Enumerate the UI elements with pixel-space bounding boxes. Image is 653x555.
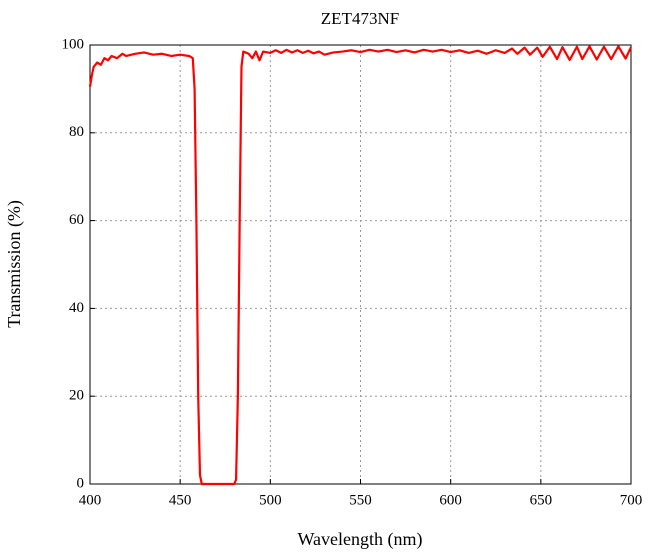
- x-tick-label: 550: [349, 492, 372, 508]
- plot-frame: [89, 44, 632, 485]
- x-tick-label: 400: [79, 492, 102, 508]
- x-tick-label: 450: [169, 492, 192, 508]
- x-tick-label: 700: [620, 492, 643, 508]
- y-tick-label: 20: [69, 388, 84, 404]
- y-tick-label: 100: [62, 36, 85, 52]
- x-axis-label: Wavelength (nm): [297, 529, 422, 550]
- y-tick-label: 40: [69, 300, 84, 316]
- y-axis-label: Transmission (%): [4, 200, 25, 328]
- y-tick-label: 80: [69, 124, 84, 140]
- x-tick-label: 500: [259, 492, 282, 508]
- y-tick-label: 0: [77, 475, 85, 491]
- x-tick-label: 600: [439, 492, 462, 508]
- transmission-line: [88, 45, 632, 486]
- x-tick-label: 650: [530, 492, 553, 508]
- chart-title: ZET473NF: [321, 9, 399, 28]
- y-tick-label: 60: [69, 212, 84, 228]
